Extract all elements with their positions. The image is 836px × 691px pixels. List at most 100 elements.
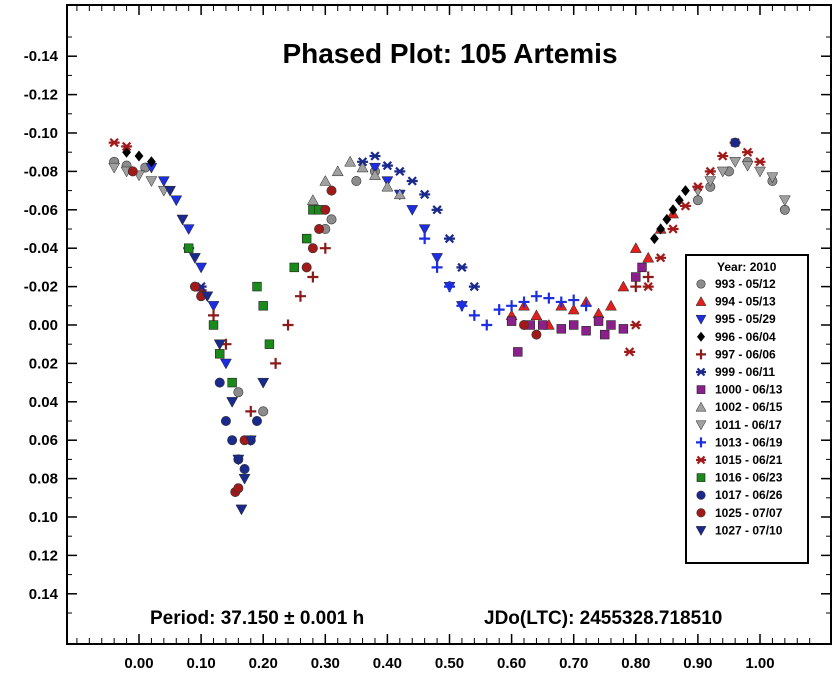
data-point [369, 162, 381, 174]
data-point [351, 176, 362, 186]
legend-entry-label: 997 - 06/06 [715, 347, 776, 361]
legend-marker [696, 437, 706, 448]
y-tick-label: -0.10 [24, 125, 58, 142]
data-point [729, 157, 742, 168]
data-point [257, 377, 270, 389]
data-point [605, 299, 617, 311]
data-point [220, 358, 232, 370]
data-point [754, 157, 766, 167]
x-tick-label: 0.40 [373, 655, 402, 672]
data-point [568, 320, 579, 330]
legend-marker [695, 401, 707, 412]
data-point [213, 339, 226, 351]
data-point [208, 309, 220, 321]
x-tick-label: 0.20 [249, 655, 278, 672]
data-point [656, 223, 666, 235]
data-point [681, 185, 690, 197]
data-point [195, 262, 208, 274]
legend-entry-label: 1002 - 06/15 [715, 400, 783, 414]
y-tick-label: 0.10 [29, 509, 58, 526]
data-point [730, 137, 741, 148]
data-point [419, 233, 431, 245]
data-point [593, 316, 604, 326]
legend-entry-label: 996 - 06/04 [715, 330, 776, 344]
x-tick-label: 0.50 [435, 655, 464, 672]
y-tick-label: -0.06 [24, 202, 58, 219]
data-point [164, 185, 176, 197]
data-point [301, 233, 312, 244]
data-point [431, 261, 443, 273]
data-point [662, 213, 672, 225]
data-point [444, 281, 455, 293]
data-point [642, 251, 655, 263]
x-tick-label: 0.10 [186, 655, 215, 672]
data-point [630, 281, 642, 293]
data-point [704, 166, 716, 177]
series-3 [122, 146, 690, 245]
data-point [741, 160, 754, 172]
data-point [530, 309, 543, 321]
y-tick-label: -0.02 [24, 279, 58, 296]
data-point [326, 214, 337, 225]
legend-marker [697, 331, 705, 342]
data-point [717, 151, 729, 161]
data-point [369, 151, 381, 161]
data-point [606, 320, 616, 330]
data-point [319, 174, 332, 186]
y-tick-label: 0.04 [29, 394, 59, 411]
series-11 [183, 205, 324, 388]
data-point [176, 214, 189, 226]
data-point [419, 189, 431, 200]
x-tick-label: 1.00 [745, 655, 774, 672]
data-point [481, 319, 493, 331]
data-point [393, 188, 406, 200]
legend-entry-label: 1011 - 06/17 [715, 418, 782, 432]
data-point [134, 150, 144, 162]
data-point [201, 291, 214, 303]
data-point [580, 300, 592, 312]
data-point [642, 271, 654, 283]
legend-entry-label: 1000 - 06/13 [715, 383, 783, 397]
data-point [369, 169, 381, 180]
x-tick-label: 0.60 [497, 655, 526, 672]
data-point [245, 405, 257, 417]
data-point [147, 156, 156, 168]
data-point [326, 185, 337, 196]
data-points [108, 137, 791, 516]
data-point [468, 281, 480, 292]
data-point [252, 281, 262, 292]
data-point [543, 292, 555, 304]
legend-marker [696, 367, 706, 377]
legend-entry-label: 1025 - 07/07 [715, 506, 783, 520]
y-tick-label: 0.02 [29, 355, 58, 372]
legend-entry-label: 1027 - 07/10 [715, 523, 783, 537]
data-point [655, 253, 667, 263]
x-tick-label: 0.30 [311, 655, 340, 672]
epoch-label: JDo(LTC): 2455328.718510 [484, 608, 722, 629]
series-7 [306, 155, 406, 205]
data-point [238, 473, 251, 485]
legend-marker [695, 526, 707, 536]
data-point [108, 162, 121, 174]
data-point [157, 176, 170, 188]
data-point [444, 233, 455, 244]
data-point [294, 290, 306, 302]
data-point [381, 180, 394, 192]
series-6 [506, 262, 647, 357]
data-point [381, 161, 393, 171]
data-point [233, 483, 244, 494]
legend-entry-label: 999 - 06/11 [715, 365, 775, 379]
legend-marker [695, 296, 707, 306]
data-point [220, 416, 231, 426]
data-point [182, 224, 195, 236]
legend-entry-label: 993 - 05/12 [715, 277, 776, 291]
data-point [226, 397, 239, 408]
data-point [624, 347, 636, 357]
data-point [331, 165, 344, 177]
data-point [227, 435, 238, 446]
data-point [667, 224, 679, 234]
legend-title: Year: 2010 [717, 260, 777, 274]
data-point [456, 300, 468, 312]
data-point [170, 195, 183, 207]
